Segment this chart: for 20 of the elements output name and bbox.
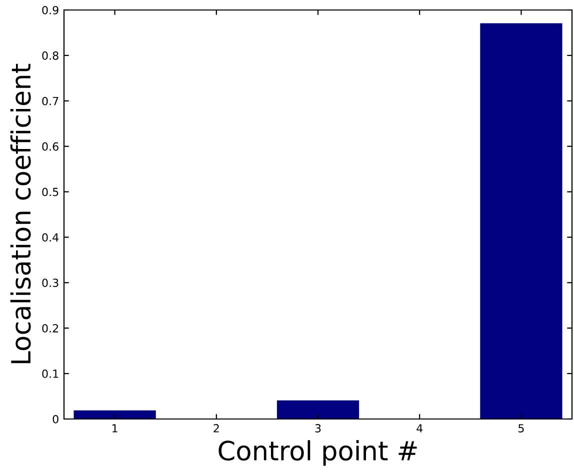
y-axis-title: Localisation coefficient: [10, 64, 31, 364]
bar: [480, 23, 562, 419]
x-tick-label: 5: [518, 424, 524, 432]
y-tick-label: 0: [52, 414, 58, 424]
y-tick-label: 0.2: [42, 324, 58, 332]
y-tick-label: 0.3: [42, 278, 58, 288]
y-tick-label: 0.4: [42, 233, 59, 242]
y-tick-label: 0.8: [42, 51, 58, 60]
x-axis-title: Control point #: [218, 440, 417, 466]
x-tick-label: 2: [214, 424, 219, 432]
bar: [276, 400, 360, 419]
bar: [74, 410, 156, 419]
x-tick-label: 3: [315, 424, 321, 432]
y-tick-label: 0.1: [42, 370, 58, 378]
y-tick-label: 0.5: [42, 188, 58, 196]
x-tick-label: 4: [416, 424, 423, 432]
y-tick-label: 0.7: [42, 96, 58, 106]
y-tick-label: 0.9: [42, 6, 58, 14]
x-tick-label: 1: [112, 424, 118, 432]
y-tick-label: 0.6: [42, 142, 58, 151]
